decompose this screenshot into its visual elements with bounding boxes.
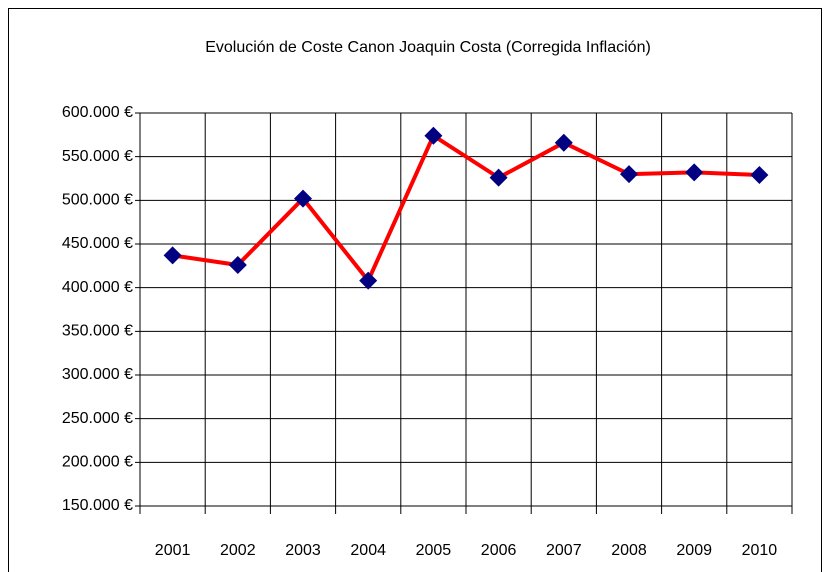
point-marker [685,163,704,182]
y-tick-label: 300.000 € [62,366,133,383]
point-marker [294,189,312,208]
point-marker [489,168,508,187]
point-marker [163,246,182,265]
chart-frame [8,8,822,572]
y-tick-label: 550.000 € [62,148,133,165]
chart-title: Evolución de Coste Canon Joaquin Costa (… [205,39,651,56]
point-marker [424,126,443,145]
x-tick-label: 2003 [285,542,321,559]
point-marker [359,271,378,290]
y-tick-label: 350.000 € [62,323,133,340]
y-tick-label: 250.000 € [62,410,133,427]
point-marker [554,133,573,152]
x-tick-label: 2007 [546,542,582,559]
point-marker [750,166,769,185]
x-tick-label: 2005 [416,542,452,559]
x-tick-label: 2009 [676,542,712,559]
series-line [172,133,760,283]
y-tick-label: 150.000 € [62,497,133,514]
x-tick-label: 2001 [155,542,191,559]
x-tick-label: 2002 [220,542,256,559]
y-tick-label: 500.000 € [62,192,133,209]
y-tick-label: 450.000 € [62,235,133,252]
point-marker [228,255,247,274]
point-marker [620,165,638,184]
x-tick-label: 2004 [350,542,386,559]
y-tick-label: 400.000 € [62,279,133,296]
x-tick-label: 2008 [611,542,647,559]
x-tick-label: 2006 [481,542,517,559]
y-tick-label: 600.000 € [62,104,133,121]
y-tick-label: 200.000 € [62,454,133,471]
x-tick-label: 2010 [742,542,778,559]
